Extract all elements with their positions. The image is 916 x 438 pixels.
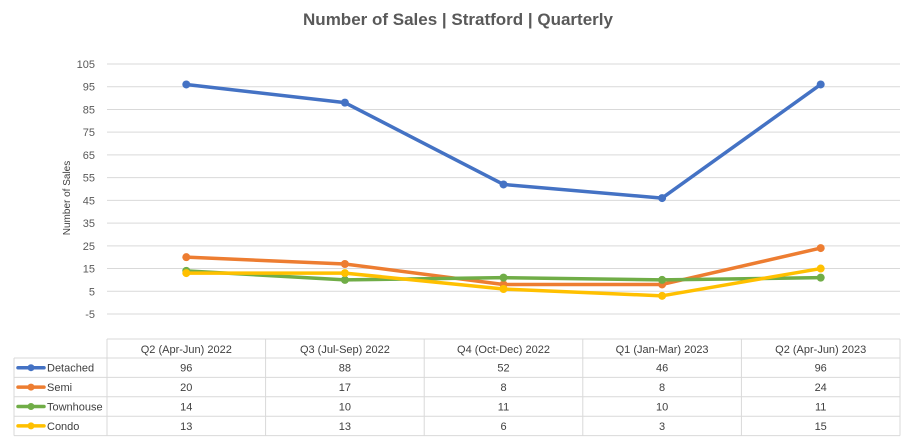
- table-cell-value: 88: [339, 363, 351, 375]
- table-cell-value: 13: [339, 421, 351, 433]
- legend-key-marker-condo: [27, 422, 35, 430]
- chart-title: Number of Sales | Stratford | Quarterly: [303, 10, 613, 29]
- x-category-label: Q4 (Oct-Dec) 2022: [457, 344, 550, 356]
- table-cell-value: 6: [500, 421, 506, 433]
- table-cell-value: 24: [815, 382, 827, 394]
- data-point-condo: [499, 285, 508, 293]
- legend-label-detached: Detached: [47, 363, 94, 375]
- data-point-detached: [340, 98, 349, 107]
- x-category-label: Q2 (Apr-Jun) 2022: [141, 344, 232, 356]
- data-point-semi: [340, 260, 349, 268]
- table-cell-value: 96: [815, 363, 827, 375]
- y-tick-label: -5: [85, 309, 95, 321]
- table-cell-value: 13: [180, 421, 192, 433]
- table-cell-value: 3: [659, 421, 665, 433]
- x-category-label: Q3 (Jul-Sep) 2022: [300, 344, 390, 356]
- y-tick-label: 25: [83, 241, 95, 253]
- data-point-townhouse: [499, 273, 508, 282]
- table-cell-value: 20: [180, 382, 192, 394]
- y-tick-label: 65: [83, 150, 95, 162]
- legend-key-marker-detached: [27, 364, 35, 372]
- data-point-condo: [340, 269, 349, 278]
- y-tick-label: 35: [83, 218, 95, 230]
- data-point-semi: [816, 244, 825, 253]
- y-tick-label: 5: [89, 286, 95, 298]
- y-tick-label: 55: [83, 173, 95, 185]
- table-cell-value: 17: [339, 382, 351, 394]
- table-cell-value: 15: [815, 421, 827, 433]
- data-point-townhouse: [816, 273, 825, 282]
- table-cell-value: 10: [656, 402, 668, 414]
- legend-key-marker-semi: [27, 383, 35, 391]
- table-cell-value: 8: [659, 382, 665, 394]
- data-point-condo: [816, 264, 825, 273]
- data-point-condo: [182, 269, 191, 278]
- data-point-townhouse: [340, 275, 349, 284]
- data-point-detached: [816, 80, 825, 89]
- table-cell-value: 52: [497, 363, 509, 375]
- data-point-semi: [182, 253, 191, 262]
- y-axis-ticks: -5 5 15 25 35 45 55 65 75 85 95 105: [77, 59, 95, 321]
- y-tick-label: 45: [83, 195, 95, 207]
- data-point-condo: [658, 291, 667, 300]
- data-point-townhouse: [658, 275, 667, 284]
- legend-label-semi: Semi: [47, 382, 72, 394]
- table-cell-value: 14: [180, 402, 192, 414]
- y-tick-label: 95: [83, 82, 95, 94]
- gridlines: [107, 63, 900, 315]
- table-cell-value: 10: [339, 402, 351, 414]
- y-tick-label: 15: [83, 264, 95, 276]
- series-lines: [182, 80, 825, 300]
- legend-key-marker-townhouse: [27, 403, 35, 410]
- table-cell-value: 8: [500, 382, 506, 394]
- table-cell-value: 46: [656, 363, 668, 375]
- data-point-detached: [182, 80, 191, 89]
- y-tick-label: 75: [83, 127, 95, 139]
- data-table: Q2 (Apr-Jun) 2022 Q3 (Jul-Sep) 2022 Q4 (Oc…: [13, 338, 901, 437]
- x-category-label: Q2 (Apr-Jun) 2023: [775, 344, 866, 356]
- legend-label-townhouse: Townhouse: [47, 402, 103, 414]
- data-point-detached: [499, 180, 508, 189]
- table-cell-value: 96: [180, 363, 192, 375]
- y-tick-label: 105: [77, 59, 95, 71]
- data-point-detached: [658, 194, 667, 203]
- legend-label-condo: Condo: [47, 421, 79, 433]
- y-axis-title: Number of Sales: [62, 161, 73, 235]
- table-cell-value: 11: [815, 402, 826, 414]
- table-cell-value: 11: [498, 402, 509, 414]
- y-tick-label: 85: [83, 104, 95, 116]
- x-category-label: Q1 (Jan-Mar) 2023: [616, 344, 709, 356]
